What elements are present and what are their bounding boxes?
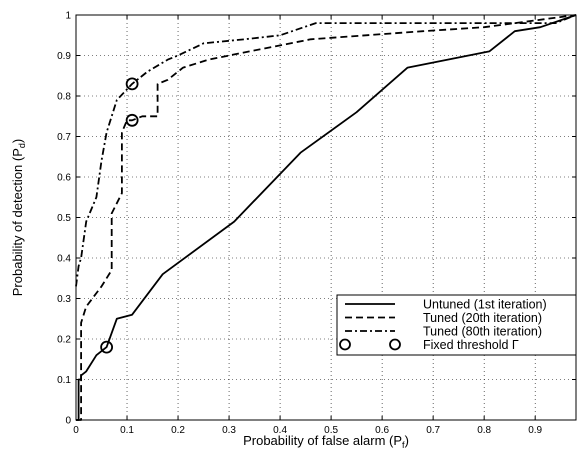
x-axis-label-subscript: f	[402, 440, 405, 450]
legend-marker-swatch	[389, 338, 401, 351]
x-axis-label: Probability of false alarm (Pf)	[243, 433, 409, 450]
threshold-marker	[125, 77, 139, 91]
x-tick-label: 0.7	[426, 425, 440, 436]
x-tick-label: 0.4	[273, 425, 287, 436]
y-tick-label: 0.7	[57, 132, 71, 143]
y-tick-label: 0.4	[57, 254, 71, 265]
x-tick-label: 0.5	[324, 425, 338, 436]
legend-label: Tuned (80th iteration)	[423, 325, 542, 339]
y-tick-label: 1	[65, 11, 71, 22]
series-line-2	[76, 14, 577, 421]
y-tick-label: 0.8	[57, 92, 71, 103]
y-tick-label: 0.1	[57, 375, 71, 386]
series-layer	[75, 14, 577, 421]
x-tick-label: 0.2	[171, 425, 185, 436]
series-line-3	[75, 14, 577, 287]
y-tick-label: 0.3	[57, 294, 71, 305]
x-tick-label: 0.9	[528, 425, 542, 436]
x-tick-label: 0.3	[222, 425, 236, 436]
marker-layer	[100, 77, 139, 354]
legend-label: Tuned (20th iteration)	[423, 311, 542, 325]
y-tick-label: 0.2	[57, 335, 71, 346]
x-tick-label: 0.8	[477, 425, 491, 436]
y-tick-label: 0.6	[57, 173, 71, 184]
y-tick-label: 0.9	[57, 51, 71, 62]
tick-layer: 0 0.1 0.2 0.3 0.4 0.5 0.6 0.7 0.8 0.9 0 0.1 0.2 0.3 0.…	[57, 11, 576, 436]
threshold-marker	[125, 113, 139, 127]
x-tick-label: 0	[73, 425, 79, 436]
x-tick-label: 0.6	[375, 425, 389, 436]
y-tick-label: 0.5	[57, 213, 71, 224]
y-axis-label-subscript: d	[17, 143, 27, 148]
legend-box	[336, 294, 577, 356]
x-tick-label: 0.1	[120, 425, 134, 436]
legend-label: Untuned (1st iteration)	[423, 298, 547, 312]
threshold-marker	[100, 340, 114, 354]
legend: Untuned (1st iteration)Tuned (20th itera…	[336, 294, 577, 356]
grid	[76, 15, 576, 420]
y-tick-label: 0	[65, 416, 71, 427]
legend-marker-swatch	[339, 338, 351, 351]
y-axis-label: Probability of detection (Pd)	[10, 139, 27, 297]
legend-label: Fixed threshold Γ	[423, 338, 519, 352]
